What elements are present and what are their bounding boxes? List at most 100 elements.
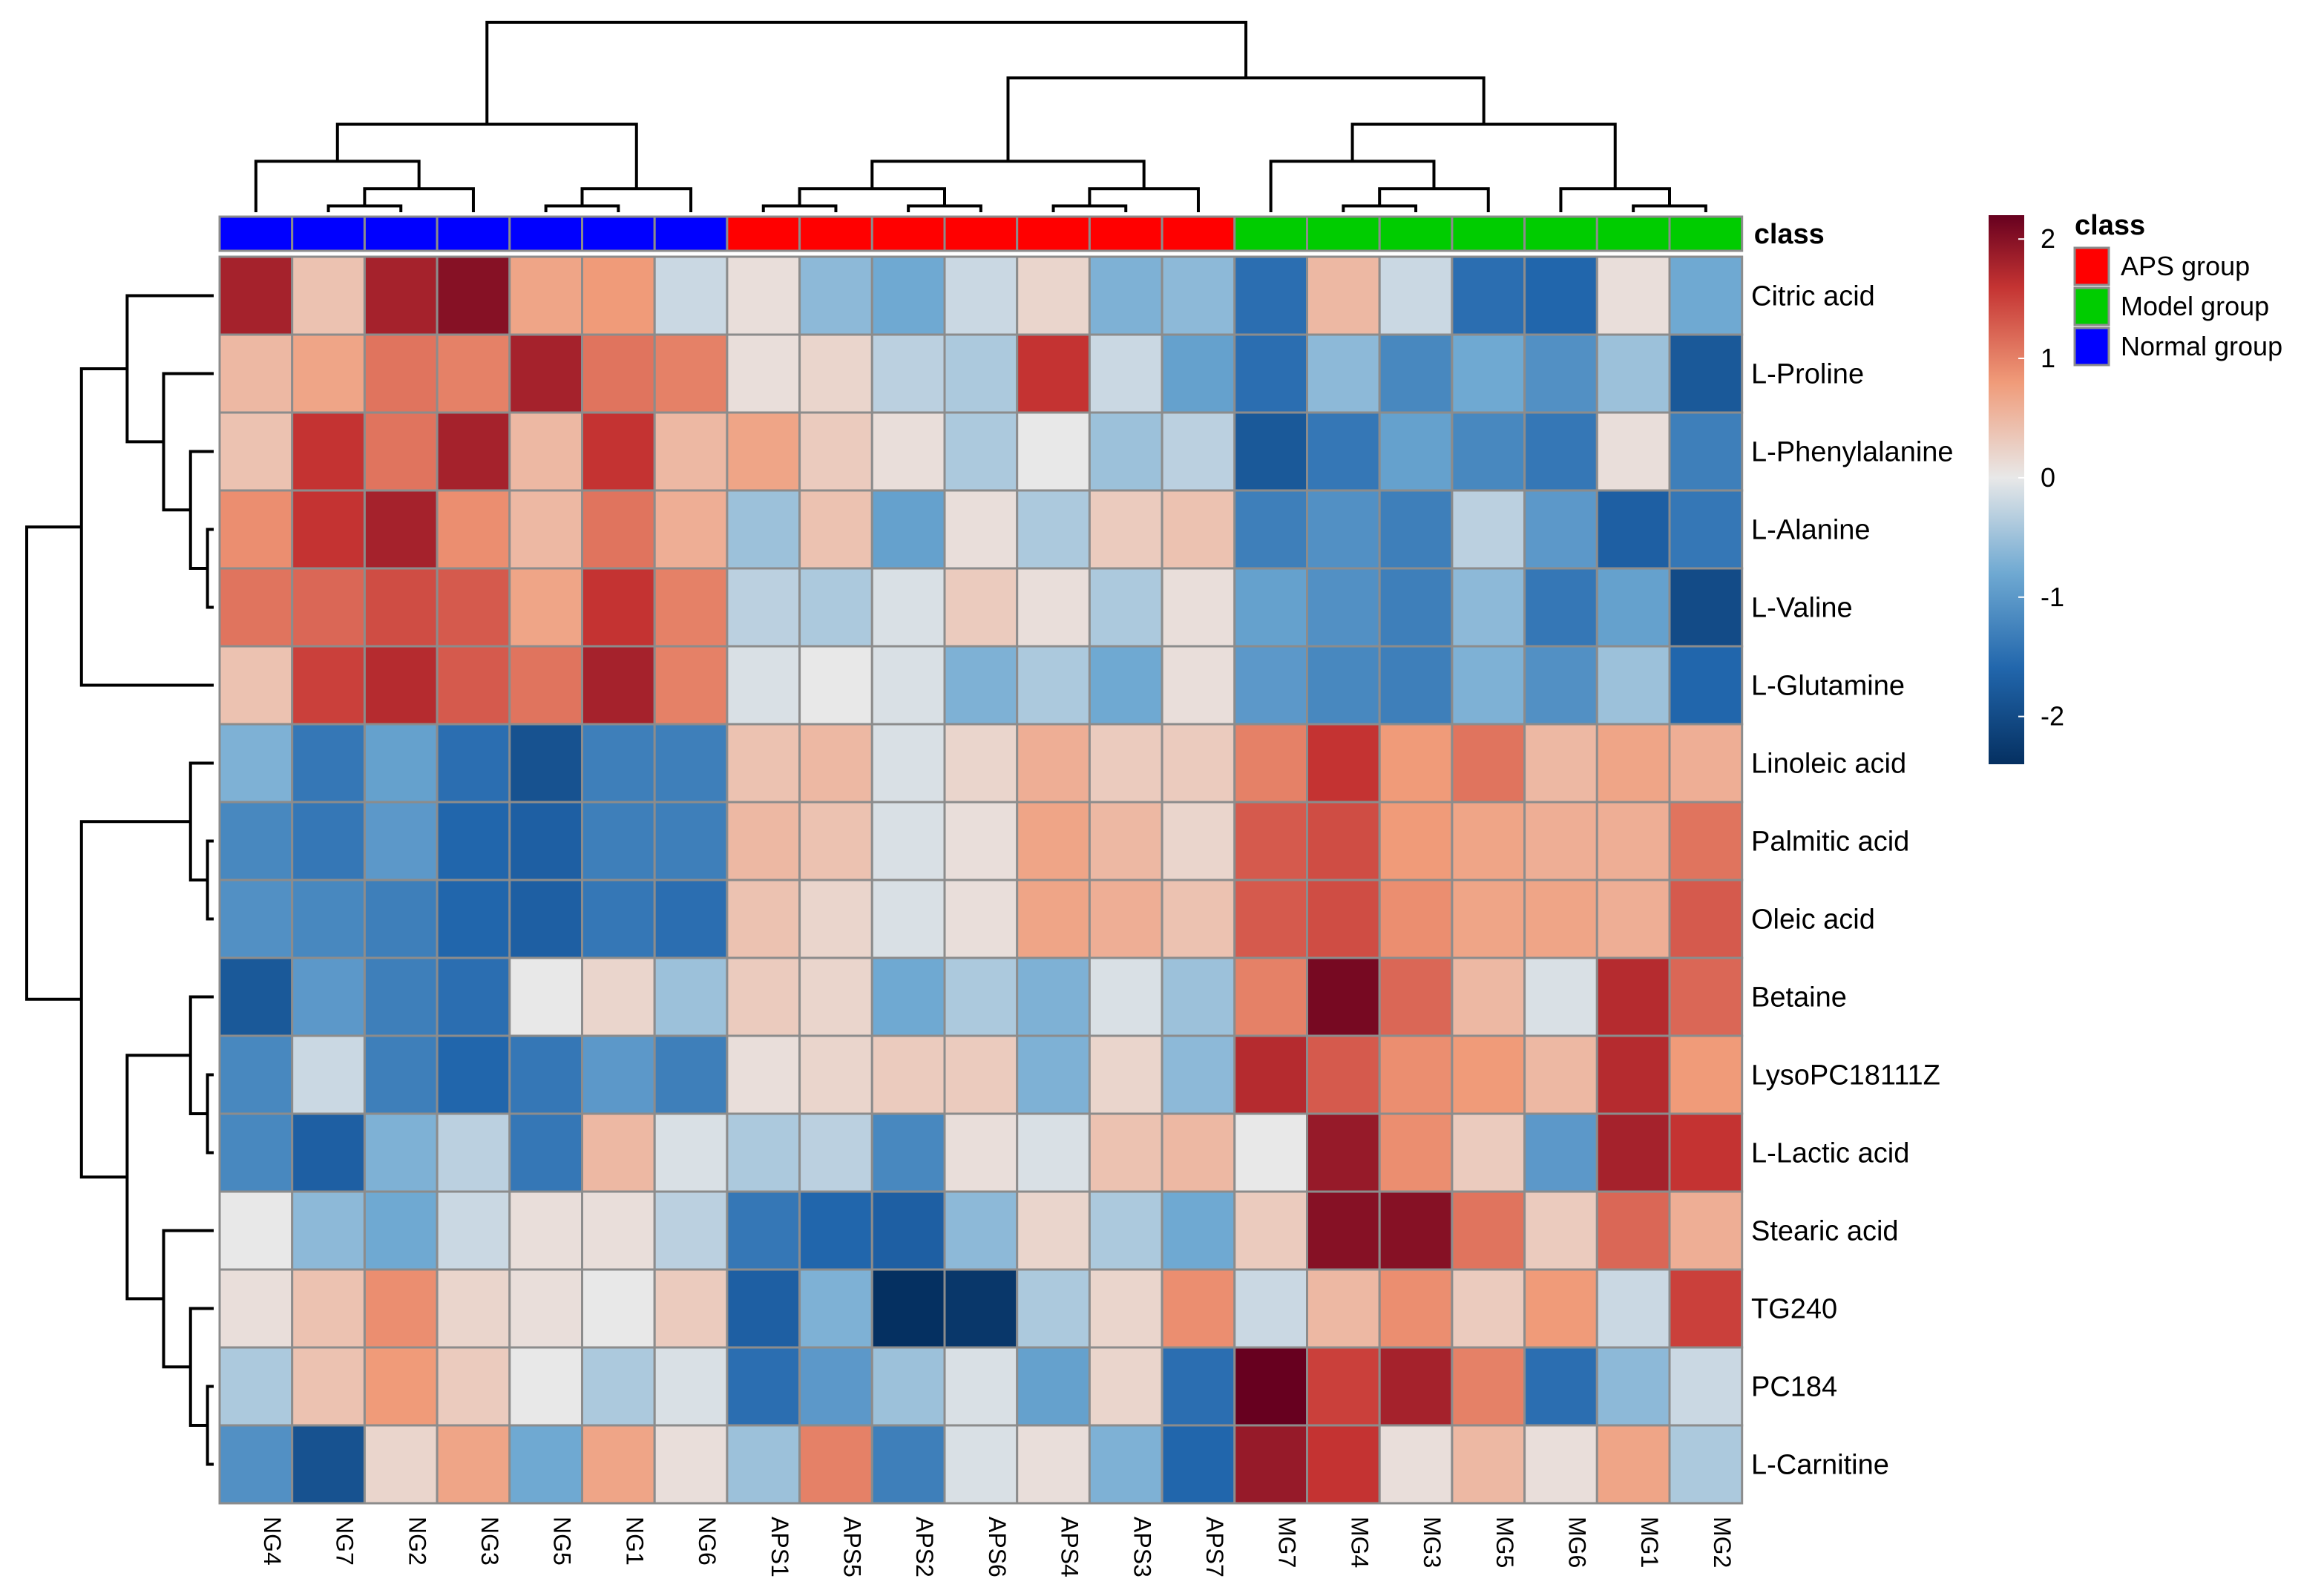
column-label: MG3 — [1419, 1517, 1445, 1568]
heatmap-cell — [726, 956, 801, 1037]
heatmap-cell — [508, 567, 583, 648]
heatmap-cell — [1595, 1424, 1671, 1505]
heatmap-cell — [1306, 1268, 1381, 1349]
heatmap-cell — [1523, 489, 1598, 570]
heatmap-cell — [291, 567, 366, 648]
heatmap-cell — [1233, 489, 1309, 570]
row-label: Palmitic acid — [1751, 827, 1909, 858]
heatmap-cell — [1668, 645, 1744, 726]
heatmap-cell — [798, 333, 873, 414]
color-scale-bar — [1989, 215, 2024, 764]
heatmap-cell — [870, 879, 946, 959]
heatmap-cell — [1161, 1112, 1236, 1193]
heatmap-cell — [1306, 956, 1381, 1037]
heatmap-cell — [1233, 567, 1309, 648]
column-label: MG4 — [1346, 1517, 1373, 1568]
heatmap-cell — [798, 1034, 873, 1115]
heatmap-cell — [1016, 801, 1091, 881]
heatmap-cell — [1595, 956, 1671, 1037]
heatmap-cell — [943, 489, 1019, 570]
heatmap-cell — [798, 1268, 873, 1349]
heatmap-cell — [363, 645, 439, 726]
heatmap-cell — [436, 723, 511, 804]
heatmap-cell — [726, 645, 801, 726]
class-bar-cell — [581, 215, 656, 252]
heatmap-cell — [1378, 1112, 1454, 1193]
heatmap-cell — [581, 411, 656, 492]
column-dendrogram — [254, 21, 1707, 212]
heatmap-cell — [218, 567, 294, 648]
column-label: APS5 — [838, 1517, 865, 1577]
heatmap-cell — [943, 879, 1019, 959]
heatmap-cell — [1668, 411, 1744, 492]
color-scale-tick-label: 0 — [2041, 462, 2055, 493]
row-label: L-Valine — [1751, 593, 1853, 624]
heatmap-cell — [1233, 1112, 1309, 1193]
class-bar-cell — [508, 215, 583, 252]
heatmap-cell — [1088, 723, 1163, 804]
heatmap-cell — [581, 567, 656, 648]
heatmap-cell — [363, 1034, 439, 1115]
row-label: Stearic acid — [1751, 1216, 1899, 1247]
heatmap-cell — [943, 255, 1019, 336]
heatmap-cell — [1378, 723, 1454, 804]
heatmap-cell — [1451, 333, 1526, 414]
class-bar-cell — [798, 215, 873, 252]
class-legend-swatch — [2073, 246, 2110, 286]
dendrogram-branch — [25, 525, 82, 1001]
heatmap-cell — [1088, 1112, 1163, 1193]
heatmap-cell — [1451, 489, 1526, 570]
dendrogram-branch — [798, 187, 946, 206]
heatmap-cell — [363, 1190, 439, 1271]
column-label: NG5 — [549, 1517, 576, 1566]
heatmap-cell — [291, 333, 366, 414]
heatmap-cell — [581, 801, 656, 881]
dendrogram-branch — [188, 995, 214, 1115]
heatmap-cell — [436, 255, 511, 336]
class-legend-label: Model group — [2121, 291, 2269, 321]
heatmap-cell — [218, 411, 294, 492]
heatmap-cell — [1088, 801, 1163, 881]
dendrogram-branch — [870, 160, 1146, 189]
heatmap-cell — [870, 1346, 946, 1427]
column-label: NG7 — [332, 1517, 358, 1566]
class-bar-cell — [363, 215, 439, 252]
heatmap-cell — [291, 645, 366, 726]
heatmap-cell — [870, 1112, 946, 1193]
heatmap-cell — [1595, 723, 1671, 804]
column-label: MG7 — [1274, 1517, 1301, 1568]
heatmap-cell — [1306, 879, 1381, 959]
dendrogram-branch — [206, 1385, 214, 1466]
heatmap-cell — [1161, 801, 1236, 881]
class-bar-cell — [1306, 215, 1381, 252]
heatmap-cell — [1088, 1268, 1163, 1349]
heatmap-cell — [581, 879, 656, 959]
heatmap-cell — [798, 645, 873, 726]
heatmap-cell — [726, 333, 801, 414]
heatmap-cell — [363, 879, 439, 959]
row-label: LysoPC18111Z — [1751, 1060, 1940, 1091]
column-label: MG5 — [1491, 1517, 1518, 1568]
heatmap-cell — [508, 255, 583, 336]
heatmap-cell — [870, 255, 946, 336]
heatmap-cell — [1306, 411, 1381, 492]
heatmap-cell — [581, 1424, 656, 1505]
class-bar-cell — [218, 215, 294, 252]
heatmap-cell — [1306, 1190, 1381, 1271]
row-label: L-Carnitine — [1751, 1450, 1889, 1481]
heatmap-cell — [870, 645, 946, 726]
heatmap-cell — [1306, 645, 1381, 726]
class-legend-title: class — [2075, 210, 2145, 241]
heatmap-cell — [1668, 567, 1744, 648]
row-label: PC184 — [1751, 1372, 1837, 1403]
row-label: L-Phenylalanine — [1751, 437, 1954, 468]
heatmap-cell — [1595, 1268, 1671, 1349]
heatmap-cell — [726, 411, 801, 492]
heatmap-cell — [1378, 1190, 1454, 1271]
heatmap-cell — [943, 1346, 1019, 1427]
heatmap-cell — [1451, 255, 1526, 336]
heatmap-cell — [363, 723, 439, 804]
heatmap-cell — [798, 255, 873, 336]
row-label: L-Lactic acid — [1751, 1138, 1909, 1169]
heatmap-cell — [1451, 956, 1526, 1037]
